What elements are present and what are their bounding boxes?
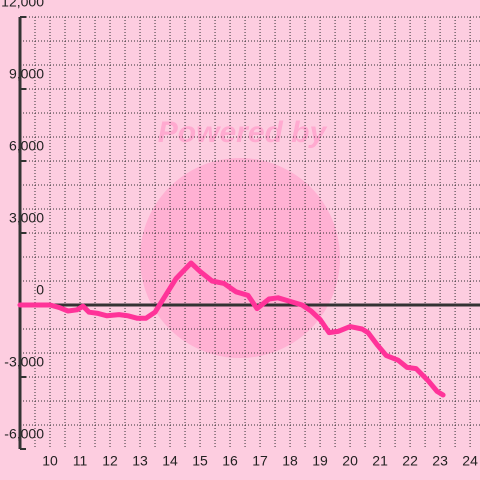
x-tick-label: 21 — [372, 453, 388, 469]
x-tick-label: 23 — [432, 453, 448, 469]
y-tick-label: 3,000 — [9, 210, 44, 226]
x-tick-label: 18 — [282, 453, 298, 469]
x-tick-label: 20 — [342, 453, 358, 469]
x-tick-label: 11 — [73, 453, 88, 469]
y-tick-label: -6,000 — [4, 426, 44, 442]
watermark: Powered by — [158, 116, 328, 149]
y-tick-label: 0 — [36, 282, 44, 298]
y-tick-label: 6,000 — [9, 138, 44, 154]
x-tick-label: 12 — [102, 453, 118, 469]
y-tick-label: -3,000 — [4, 354, 44, 370]
x-tick-label: 15 — [192, 453, 208, 469]
x-tick-label: 17 — [252, 453, 268, 469]
y-tick-label: 9,000 — [9, 66, 44, 82]
x-tick-label: 14 — [162, 453, 178, 469]
x-tick-label: 13 — [132, 453, 148, 469]
x-tick-label: 22 — [402, 453, 418, 469]
data-line — [17, 260, 446, 398]
x-tick-label: 10 — [42, 453, 58, 469]
x-tick-label: 16 — [222, 453, 238, 469]
x-tick-label: 19 — [312, 453, 328, 469]
y-tick-label: 12,000 — [1, 0, 44, 10]
x-tick-label: 24 — [462, 453, 478, 469]
